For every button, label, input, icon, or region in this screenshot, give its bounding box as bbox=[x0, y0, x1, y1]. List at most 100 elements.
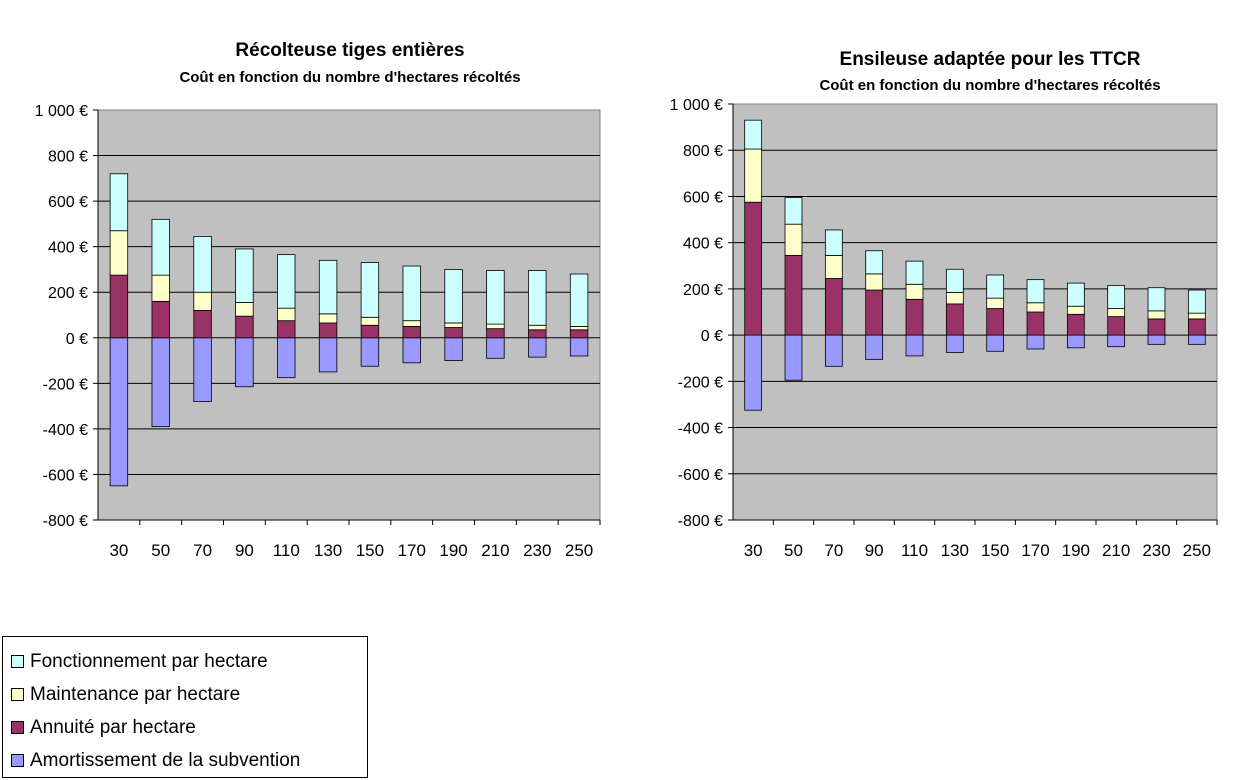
chart-1-bar-annuite-par-hectare-70 bbox=[193, 310, 212, 339]
chart-1-ytick-label: 200 € bbox=[48, 285, 88, 302]
chart-2-ytick-label: -400 € bbox=[678, 421, 723, 438]
chart-2-bar-maintenance-par-hectare-250 bbox=[1187, 312, 1206, 320]
chart-2-bar-amortissement-de-la-subvention-250 bbox=[1187, 334, 1206, 345]
legend-swatch-amortissement bbox=[11, 754, 24, 767]
legend-label-amortissement: Amortissement de la subvention bbox=[30, 749, 301, 771]
chart-2-bar-amortissement-de-la-subvention-130 bbox=[945, 334, 964, 353]
chart-2-bar-fonctionnement-par-hectare-210 bbox=[1107, 285, 1126, 309]
legend-label-annuite: Annuité par hectare bbox=[30, 716, 196, 738]
chart-2-ytick-label: 400 € bbox=[683, 236, 723, 253]
chart-1-bar-maintenance-par-hectare-190 bbox=[444, 322, 463, 328]
chart-1-bar-fonctionnement-par-hectare-50 bbox=[151, 218, 170, 276]
legend-label-fonctionnement: Fonctionnement par hectare bbox=[30, 650, 268, 672]
chart-1-xtick-label: 90 bbox=[235, 541, 254, 560]
chart-2-ytick-label: 0 € bbox=[701, 328, 723, 345]
legend: Fonctionnement par hectare Maintenance p… bbox=[2, 636, 368, 778]
chart-2-ytick-label: -200 € bbox=[678, 374, 723, 391]
chart-1-bar-fonctionnement-par-hectare-170 bbox=[402, 265, 421, 322]
chart-2-bar-amortissement-de-la-subvention-170 bbox=[1026, 334, 1045, 350]
chart-2-bar-maintenance-par-hectare-50 bbox=[784, 223, 803, 256]
chart-2-ytick-label: 200 € bbox=[683, 282, 723, 299]
chart-1-bar-fonctionnement-par-hectare-90 bbox=[235, 248, 254, 303]
chart-2-plot-area bbox=[732, 103, 1218, 521]
chart-1-bar-maintenance-par-hectare-250 bbox=[569, 325, 589, 331]
chart-2-bar-amortissement-de-la-subvention-230 bbox=[1147, 334, 1166, 345]
chart-1-ytick-label: -200 € bbox=[43, 376, 88, 393]
charts-canvas: Récolteuse tiges entières Coût en fonctio… bbox=[35, 40, 1218, 560]
chart-1-bar-maintenance-par-hectare-90 bbox=[235, 302, 254, 317]
chart-2-bar-maintenance-par-hectare-170 bbox=[1026, 302, 1045, 313]
chart-2-subtitle: Coût en fonction du nombre d'hectares ré… bbox=[819, 77, 1160, 94]
chart-1-bar-amortissement-de-la-subvention-150 bbox=[360, 337, 380, 367]
chart-1-bar-amortissement-de-la-subvention-250 bbox=[569, 337, 589, 357]
chart-2-bar-annuite-par-hectare-90 bbox=[865, 289, 884, 336]
chart-2-bar-fonctionnement-par-hectare-70 bbox=[824, 229, 843, 256]
legend-item-amortissement: Amortissement de la subvention bbox=[11, 744, 367, 777]
chart-2-bar-annuite-par-hectare-170 bbox=[1026, 311, 1045, 336]
chart-1-bar-fonctionnement-par-hectare-210 bbox=[486, 270, 505, 325]
legend-item-fonctionnement: Fonctionnement par hectare bbox=[11, 645, 367, 678]
chart-1-bar-amortissement-de-la-subvention-30 bbox=[109, 337, 129, 487]
chart-1-bar-amortissement-de-la-subvention-170 bbox=[402, 337, 421, 364]
chart-2-xtick-label: 250 bbox=[1183, 541, 1211, 560]
chart-1-ytick-label: 0 € bbox=[66, 331, 88, 348]
chart-1-xtick-label: 130 bbox=[314, 541, 342, 560]
chart-1-title: Récolteuse tiges entières bbox=[235, 40, 464, 61]
chart-2-bar-annuite-par-hectare-230 bbox=[1147, 318, 1166, 336]
chart-2-bar-amortissement-de-la-subvention-190 bbox=[1066, 334, 1085, 349]
legend-label-maintenance: Maintenance par hectare bbox=[30, 683, 241, 705]
chart-1-bar-maintenance-par-hectare-210 bbox=[486, 323, 505, 330]
chart-2-bar-amortissement-de-la-subvention-70 bbox=[824, 334, 843, 367]
chart-1-bar-fonctionnement-par-hectare-70 bbox=[193, 236, 212, 293]
chart-1-plot-area bbox=[97, 109, 601, 521]
chart-2-xtick-label: 190 bbox=[1062, 541, 1090, 560]
chart-1-xtick-label: 250 bbox=[565, 541, 593, 560]
legend-swatch-maintenance bbox=[11, 688, 24, 701]
chart-1-bar-amortissement-de-la-subvention-110 bbox=[277, 337, 296, 379]
chart-2-bar-maintenance-par-hectare-130 bbox=[945, 291, 964, 305]
chart-2-bar-fonctionnement-par-hectare-110 bbox=[905, 260, 924, 285]
chart-1-bar-maintenance-par-hectare-50 bbox=[151, 274, 170, 302]
chart-1-bar-amortissement-de-la-subvention-50 bbox=[151, 337, 170, 428]
chart-1-bar-annuite-par-hectare-170 bbox=[402, 325, 421, 339]
chart-2-bar-amortissement-de-la-subvention-210 bbox=[1107, 334, 1126, 348]
chart-1-bar-amortissement-de-la-subvention-190 bbox=[444, 337, 463, 361]
chart-1-bar-amortissement-de-la-subvention-130 bbox=[318, 337, 338, 373]
chart-1-bar-maintenance-par-hectare-70 bbox=[193, 291, 212, 311]
chart-2-bar-annuite-par-hectare-130 bbox=[945, 303, 964, 336]
chart-2-bar-amortissement-de-la-subvention-110 bbox=[905, 334, 924, 357]
chart-1-xtick-label: 190 bbox=[439, 541, 467, 560]
chart-2-bar-maintenance-par-hectare-230 bbox=[1147, 310, 1166, 320]
chart-1-bar-fonctionnement-par-hectare-110 bbox=[277, 254, 296, 309]
chart-2-bar-maintenance-par-hectare-90 bbox=[865, 273, 884, 291]
chart-1-xtick-label: 50 bbox=[151, 541, 170, 560]
chart-1-ytick-label: 600 € bbox=[48, 194, 88, 211]
chart-2-bar-fonctionnement-par-hectare-150 bbox=[986, 274, 1005, 299]
chart-2-bar-annuite-par-hectare-110 bbox=[905, 298, 924, 336]
chart-2-xtick-label: 170 bbox=[1021, 541, 1049, 560]
chart-1-subtitle: Coût en fonction du nombre d'hectares ré… bbox=[179, 69, 520, 86]
chart-2-xtick-label: 150 bbox=[981, 541, 1009, 560]
chart-2-bar-annuite-par-hectare-30 bbox=[744, 201, 763, 336]
chart-1-ytick-label: -800 € bbox=[43, 513, 88, 530]
chart-1-ytick-label: 800 € bbox=[48, 149, 88, 166]
chart-2-bar-annuite-par-hectare-210 bbox=[1107, 316, 1126, 336]
chart-2-xtick-label: 90 bbox=[865, 541, 884, 560]
chart-2-bar-maintenance-par-hectare-150 bbox=[986, 297, 1005, 309]
chart-2-ytick-label: 600 € bbox=[683, 189, 723, 206]
chart-1-bar-maintenance-par-hectare-130 bbox=[318, 313, 338, 324]
chart-2-bar-annuite-par-hectare-250 bbox=[1187, 318, 1206, 336]
chart-2-bar-annuite-par-hectare-150 bbox=[986, 308, 1005, 336]
chart-1-bar-annuite-par-hectare-230 bbox=[528, 329, 547, 339]
chart-1-bar-fonctionnement-par-hectare-250 bbox=[569, 273, 589, 327]
chart-2-bar-maintenance-par-hectare-30 bbox=[744, 148, 763, 203]
chart-2-bar-amortissement-de-la-subvention-90 bbox=[865, 334, 884, 360]
chart-1-bar-annuite-par-hectare-90 bbox=[235, 315, 254, 339]
chart-1-bar-amortissement-de-la-subvention-230 bbox=[528, 337, 547, 358]
chart-2-xtick-label: 210 bbox=[1102, 541, 1130, 560]
chart-1-bar-maintenance-par-hectare-30 bbox=[109, 230, 129, 276]
chart-1-bar-amortissement-de-la-subvention-90 bbox=[235, 337, 254, 388]
chart-1-xtick-label: 230 bbox=[523, 541, 551, 560]
chart-2-xtick-label: 50 bbox=[784, 541, 803, 560]
chart-1-bar-annuite-par-hectare-150 bbox=[360, 324, 380, 339]
